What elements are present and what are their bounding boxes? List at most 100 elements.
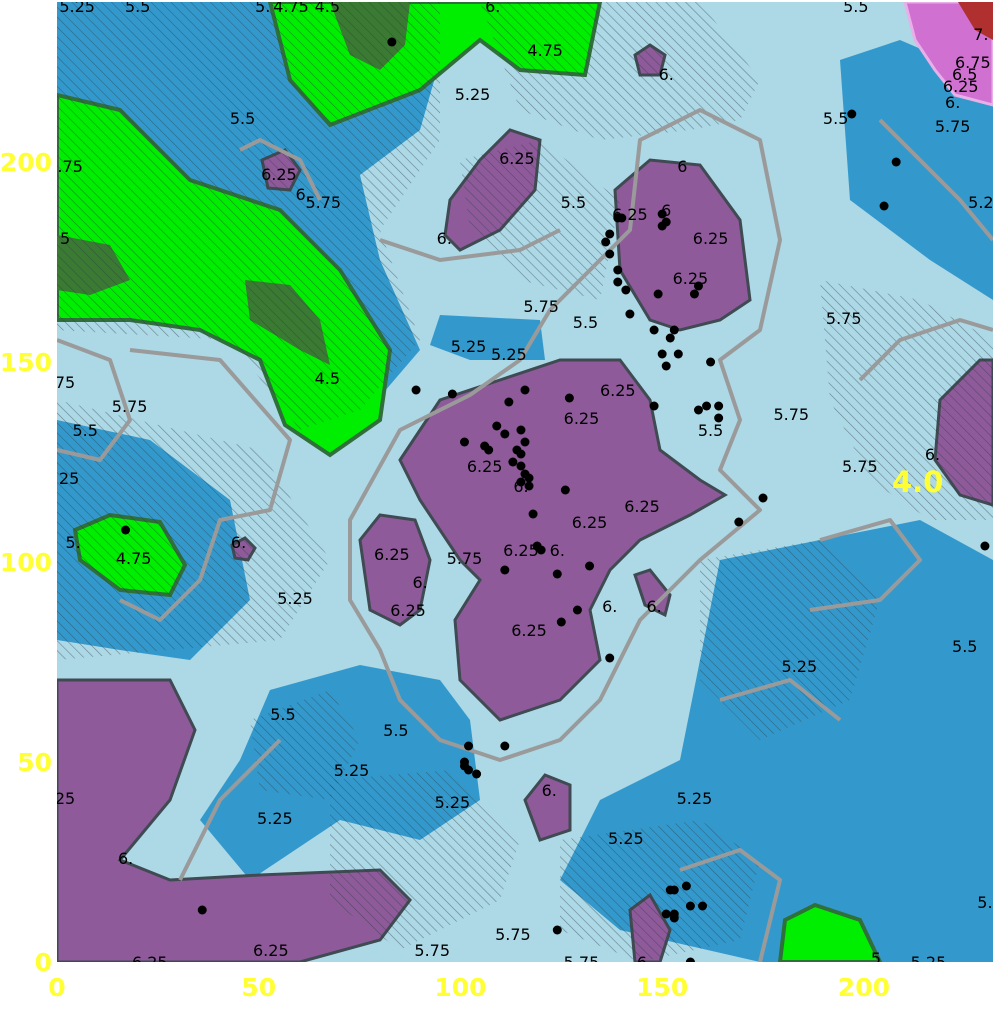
peak-region xyxy=(903,2,993,107)
contour-label: 25 xyxy=(59,469,79,488)
contour-label: 5. xyxy=(255,0,270,16)
data-point xyxy=(459,437,469,447)
x-tick-label: 150 xyxy=(636,973,688,1002)
data-point xyxy=(673,349,683,359)
contour-label: 7. xyxy=(973,25,988,44)
contour-label: 4.5 xyxy=(315,0,340,16)
contour-label: 5.75 xyxy=(112,397,148,416)
contour-label: 5.5 xyxy=(843,0,868,16)
contour-label: 5. xyxy=(66,533,81,552)
contour-label: 5.75 xyxy=(935,117,971,136)
data-point xyxy=(516,449,526,459)
region-upper-purple xyxy=(613,158,752,332)
contour-label: 5.25 xyxy=(782,657,818,676)
data-point xyxy=(492,421,502,431)
data-point xyxy=(556,617,566,627)
contour-label: 5.75 xyxy=(842,457,878,476)
data-point xyxy=(891,157,901,167)
region-bottom-green xyxy=(777,902,883,962)
data-point xyxy=(681,881,691,891)
data-point xyxy=(411,385,421,395)
contour-label: 5.5 xyxy=(561,193,586,212)
contour-label: 6.25 xyxy=(132,953,168,972)
data-points xyxy=(121,37,990,962)
contour-label: 5.5 xyxy=(73,421,98,440)
data-point xyxy=(657,349,667,359)
data-point xyxy=(734,517,744,527)
contour-label: 5.2 xyxy=(968,193,993,212)
contour-label: 6. xyxy=(295,185,310,204)
contour-label: 5.25 xyxy=(277,589,313,608)
data-point xyxy=(661,909,671,919)
data-point xyxy=(585,561,595,571)
data-point xyxy=(536,545,546,555)
data-point xyxy=(516,461,526,471)
data-point xyxy=(601,237,611,247)
contour-label: 5.25 xyxy=(59,0,95,16)
contour-label: 6.25 xyxy=(499,149,535,168)
contour-label: 6.25 xyxy=(511,621,547,640)
data-point xyxy=(649,325,659,335)
data-point xyxy=(552,569,562,579)
data-point xyxy=(689,289,699,299)
data-point xyxy=(665,885,675,895)
data-point xyxy=(464,765,474,775)
contour-label: 6.25 xyxy=(600,381,636,400)
contour-label: 5.75 xyxy=(447,549,483,568)
data-point xyxy=(516,477,526,487)
contour-label: 5.5 xyxy=(823,109,848,128)
data-point xyxy=(504,397,514,407)
region-topright-red xyxy=(958,2,993,40)
x-tick-label: 0 xyxy=(48,973,65,1002)
contour-label: 5.5 xyxy=(270,705,295,724)
region-center-purple xyxy=(398,358,728,722)
y-tick-label: 0 xyxy=(35,948,52,977)
region-mid-blue xyxy=(430,315,545,360)
contour-label: 5 xyxy=(60,229,70,248)
data-point xyxy=(605,249,615,259)
contour-label: 75 xyxy=(55,373,75,392)
data-point xyxy=(484,445,494,455)
contour-label: 5.25 xyxy=(677,789,713,808)
data-point xyxy=(500,565,510,575)
data-point xyxy=(653,289,663,299)
data-point xyxy=(714,413,724,423)
contour-label: 5.75 xyxy=(523,297,559,316)
contour-label: 5.75 xyxy=(826,309,862,328)
contour-label: 6.25 xyxy=(572,513,608,532)
data-point xyxy=(621,285,631,295)
axes: 00 50 50 100 100 150 150 200 200 xyxy=(0,148,890,1002)
contour-label: 5.75 xyxy=(305,193,341,212)
data-point xyxy=(528,509,538,519)
plot-area: 5.25 5.5 5. 4.75 4.5 6. 5.54.755.256.7.6.756.5… xyxy=(55,0,993,972)
data-point xyxy=(472,769,482,779)
data-point xyxy=(665,333,675,343)
data-point xyxy=(613,265,623,275)
data-point xyxy=(669,325,679,335)
data-point xyxy=(524,481,534,491)
contour-label: 6.25 xyxy=(253,941,289,960)
data-point xyxy=(520,437,530,447)
contour-label: 6.25 xyxy=(467,457,503,476)
contour-label: 6 xyxy=(661,201,671,220)
contour-label: 6.25 xyxy=(943,77,979,96)
contour-label: 6. xyxy=(437,229,452,248)
data-point xyxy=(625,309,635,319)
contour-label: 5.5 xyxy=(952,637,977,656)
contour-label: 6.25 xyxy=(390,601,426,620)
y-tick-label: 50 xyxy=(17,748,52,777)
region-right-top-blue xyxy=(840,40,993,300)
region-topright-magenta xyxy=(903,2,993,107)
data-point xyxy=(516,425,526,435)
data-point xyxy=(605,653,615,663)
region-small-purple-3 xyxy=(633,568,672,618)
data-point xyxy=(613,213,623,223)
contour-label: 6 xyxy=(637,953,647,972)
contour-label: 5.75 xyxy=(773,405,809,424)
y-tick-label: 200 xyxy=(0,148,52,177)
data-point xyxy=(661,361,671,371)
contour-label: 5.5 xyxy=(230,109,255,128)
data-point xyxy=(197,905,207,915)
contour-lines xyxy=(57,108,993,962)
